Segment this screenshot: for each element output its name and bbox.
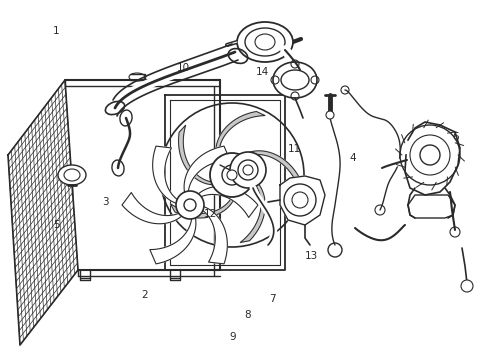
Text: 7: 7 — [269, 294, 275, 304]
Ellipse shape — [273, 62, 317, 98]
Text: 8: 8 — [244, 310, 251, 320]
Ellipse shape — [284, 184, 316, 216]
Polygon shape — [165, 95, 285, 270]
Text: 9: 9 — [229, 332, 236, 342]
Polygon shape — [197, 206, 227, 264]
Text: 11: 11 — [287, 144, 301, 154]
Text: 5: 5 — [53, 220, 60, 230]
Polygon shape — [405, 122, 460, 195]
Polygon shape — [171, 197, 235, 218]
Polygon shape — [280, 176, 325, 225]
Polygon shape — [150, 213, 196, 264]
Ellipse shape — [210, 153, 254, 197]
Ellipse shape — [237, 22, 293, 62]
Text: 1: 1 — [53, 26, 60, 36]
Ellipse shape — [230, 152, 266, 188]
Text: 6: 6 — [452, 132, 459, 142]
Polygon shape — [153, 146, 182, 204]
Polygon shape — [408, 195, 455, 218]
Polygon shape — [122, 193, 184, 224]
Text: 3: 3 — [102, 197, 109, 207]
Polygon shape — [240, 179, 265, 243]
Ellipse shape — [461, 280, 473, 292]
Text: 4: 4 — [349, 153, 356, 163]
Polygon shape — [178, 125, 212, 185]
Polygon shape — [184, 146, 230, 197]
Ellipse shape — [326, 111, 334, 119]
Polygon shape — [243, 151, 300, 188]
Text: 2: 2 — [141, 290, 148, 300]
Ellipse shape — [227, 170, 237, 180]
Text: 14: 14 — [255, 67, 269, 77]
Polygon shape — [216, 112, 265, 159]
Polygon shape — [196, 186, 258, 217]
Ellipse shape — [58, 165, 86, 185]
Ellipse shape — [176, 191, 204, 219]
Ellipse shape — [420, 145, 440, 165]
Text: 13: 13 — [304, 251, 318, 261]
Text: 12: 12 — [204, 209, 218, 219]
Text: 10: 10 — [177, 63, 190, 73]
Polygon shape — [8, 80, 78, 345]
